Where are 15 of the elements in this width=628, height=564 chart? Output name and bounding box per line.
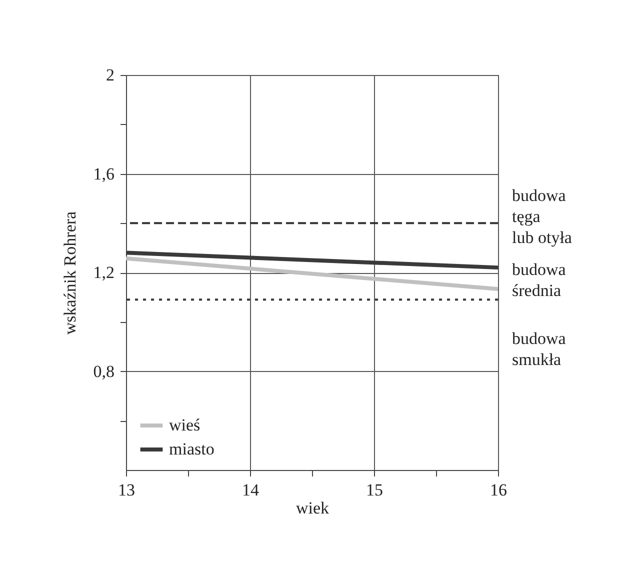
text: budowa średnia — [512, 260, 566, 300]
text: budowa smukła — [512, 329, 566, 369]
y-axis-title: wskaźnik Rohrera — [60, 210, 80, 335]
x-axis-title: wiek — [296, 498, 330, 518]
legend-label: miasto — [169, 440, 214, 458]
text: budowa tęga lub otyła — [512, 186, 572, 247]
x-tick-label: 15 — [366, 480, 383, 500]
y-tick-label: 1,6 — [93, 164, 114, 184]
x-tick-label: 13 — [118, 480, 135, 500]
x-tick-label: 16 — [490, 480, 507, 500]
legend-label: wieś — [169, 416, 200, 434]
y-tick-label: 0,8 — [93, 362, 114, 381]
x-tick-label: 14 — [242, 480, 260, 500]
y-tick-label: 2 — [106, 66, 114, 84]
y-tick-label: 1,2 — [93, 263, 114, 282]
